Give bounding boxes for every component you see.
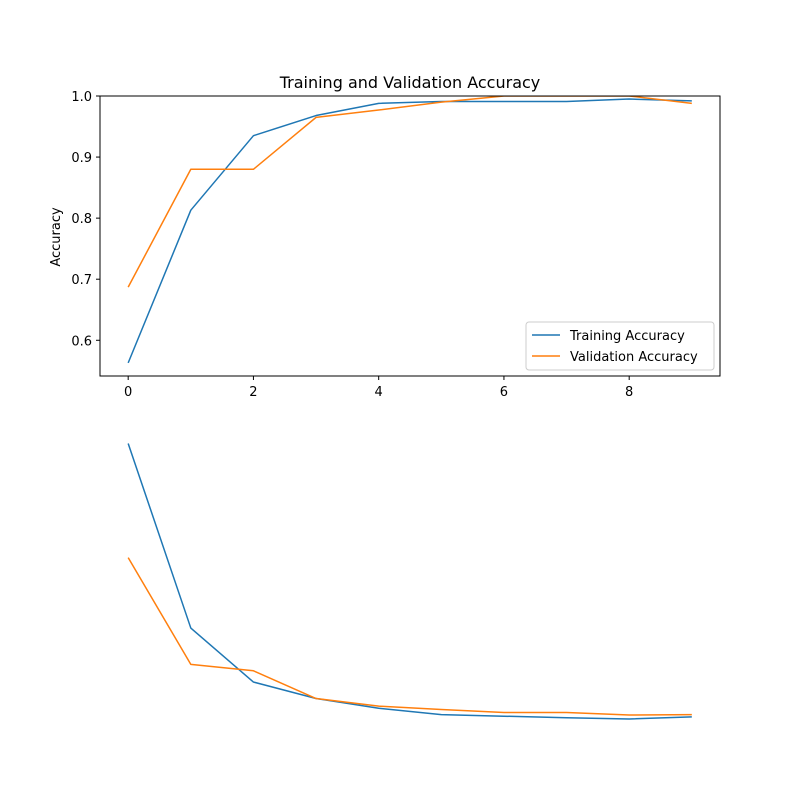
legend: Training Accuracy Validation Accuracy bbox=[525, 321, 715, 371]
validation-series-line bbox=[127, 557, 692, 716]
validation-accuracy-line bbox=[127, 96, 692, 288]
y-tick-label: 0.9 bbox=[71, 151, 92, 166]
chart-title: Training and Validation Accuracy bbox=[279, 73, 541, 92]
x-tick-label: 0 bbox=[124, 385, 132, 400]
accuracy-axes-frame bbox=[99, 95, 721, 377]
legend-frame bbox=[525, 321, 715, 371]
y-axis-label: Accuracy bbox=[49, 207, 64, 267]
legend-label-validation: Validation Accuracy bbox=[570, 350, 698, 365]
x-tick-label: 2 bbox=[249, 385, 257, 400]
x-tick-label: 4 bbox=[375, 385, 383, 400]
accuracy-ticks: 0 2 4 6 8 0.6 0.7 0.8 0.9 1.0 bbox=[71, 90, 633, 400]
y-tick-label: 0.7 bbox=[71, 273, 92, 288]
y-tick-label: 0.6 bbox=[71, 334, 92, 349]
legend-label-training: Training Accuracy bbox=[569, 329, 685, 344]
loss-axes bbox=[127, 443, 692, 720]
x-tick-label: 6 bbox=[500, 385, 508, 400]
y-tick-label: 1.0 bbox=[71, 90, 92, 105]
accuracy-lines bbox=[127, 96, 692, 364]
training-series-line bbox=[127, 443, 692, 720]
x-tick-label: 8 bbox=[625, 385, 633, 400]
training-accuracy-line bbox=[127, 98, 692, 364]
y-tick-label: 0.8 bbox=[71, 212, 92, 227]
accuracy-axes: Training and Validation Accuracy Accurac… bbox=[49, 73, 721, 400]
loss-lines bbox=[127, 443, 692, 720]
